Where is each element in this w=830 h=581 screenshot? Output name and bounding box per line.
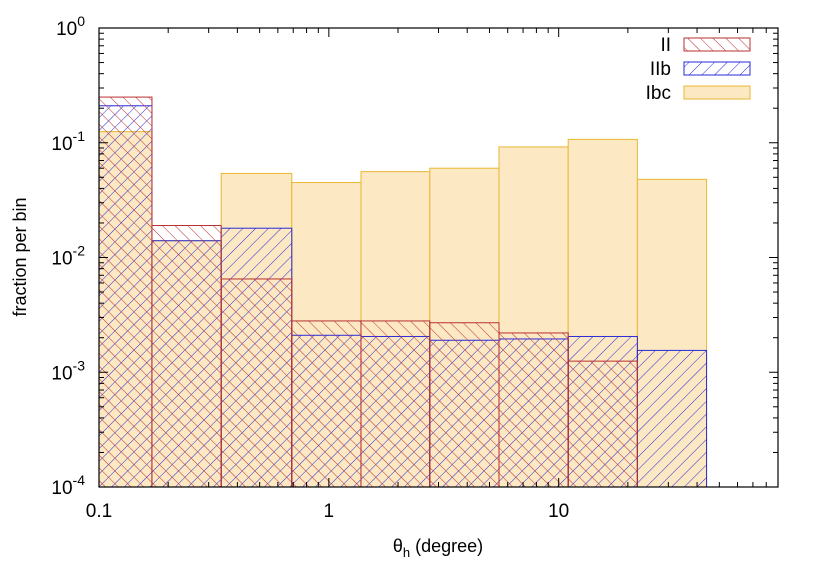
bar-ii-2 <box>151 225 222 488</box>
legend-swatch-ibc <box>683 85 751 100</box>
y-axis-label: fraction per bin <box>10 197 30 316</box>
legend-label-ii: II <box>660 35 671 56</box>
bar-ii-8 <box>567 360 638 488</box>
x-axis-label-symbol: θ <box>393 536 403 556</box>
x-axis-label-unit: (degree) <box>410 536 483 556</box>
legend-swatch-iib <box>683 61 751 76</box>
bar-ii-4 <box>291 320 362 488</box>
y-tick-label: 10-3 <box>51 357 85 384</box>
y-tick-label: 10-2 <box>51 243 85 270</box>
x-tick-label: 1 <box>324 501 335 522</box>
ticks-layer: 0.1 1 10 100 10-1 10-2 10-3 10-4 <box>51 13 778 522</box>
legend-label-ibc: Ibc <box>646 83 671 104</box>
bar-ii-5 <box>360 320 431 488</box>
legend-label-iib: IIb <box>650 59 671 80</box>
x-axis-label-subscript: h <box>403 545 410 560</box>
bar-ii-1 <box>98 96 153 488</box>
bar-ii-6 <box>429 322 500 488</box>
bar-ii-7 <box>498 332 569 488</box>
x-axis-label: θh (degree) <box>393 536 483 560</box>
bars-layer <box>98 96 708 488</box>
y-tick-label: 100 <box>56 13 85 40</box>
legend: II IIb Ibc <box>646 35 751 104</box>
x-tick-label: 10 <box>548 501 569 522</box>
bar-ii-3 <box>220 278 293 488</box>
legend-swatch-ii <box>683 37 751 52</box>
y-tick-label: 10-1 <box>51 128 85 155</box>
x-tick-label: 0.1 <box>86 501 112 522</box>
y-tick-label: 10-4 <box>51 472 85 499</box>
bar-iib-9 <box>636 349 708 488</box>
